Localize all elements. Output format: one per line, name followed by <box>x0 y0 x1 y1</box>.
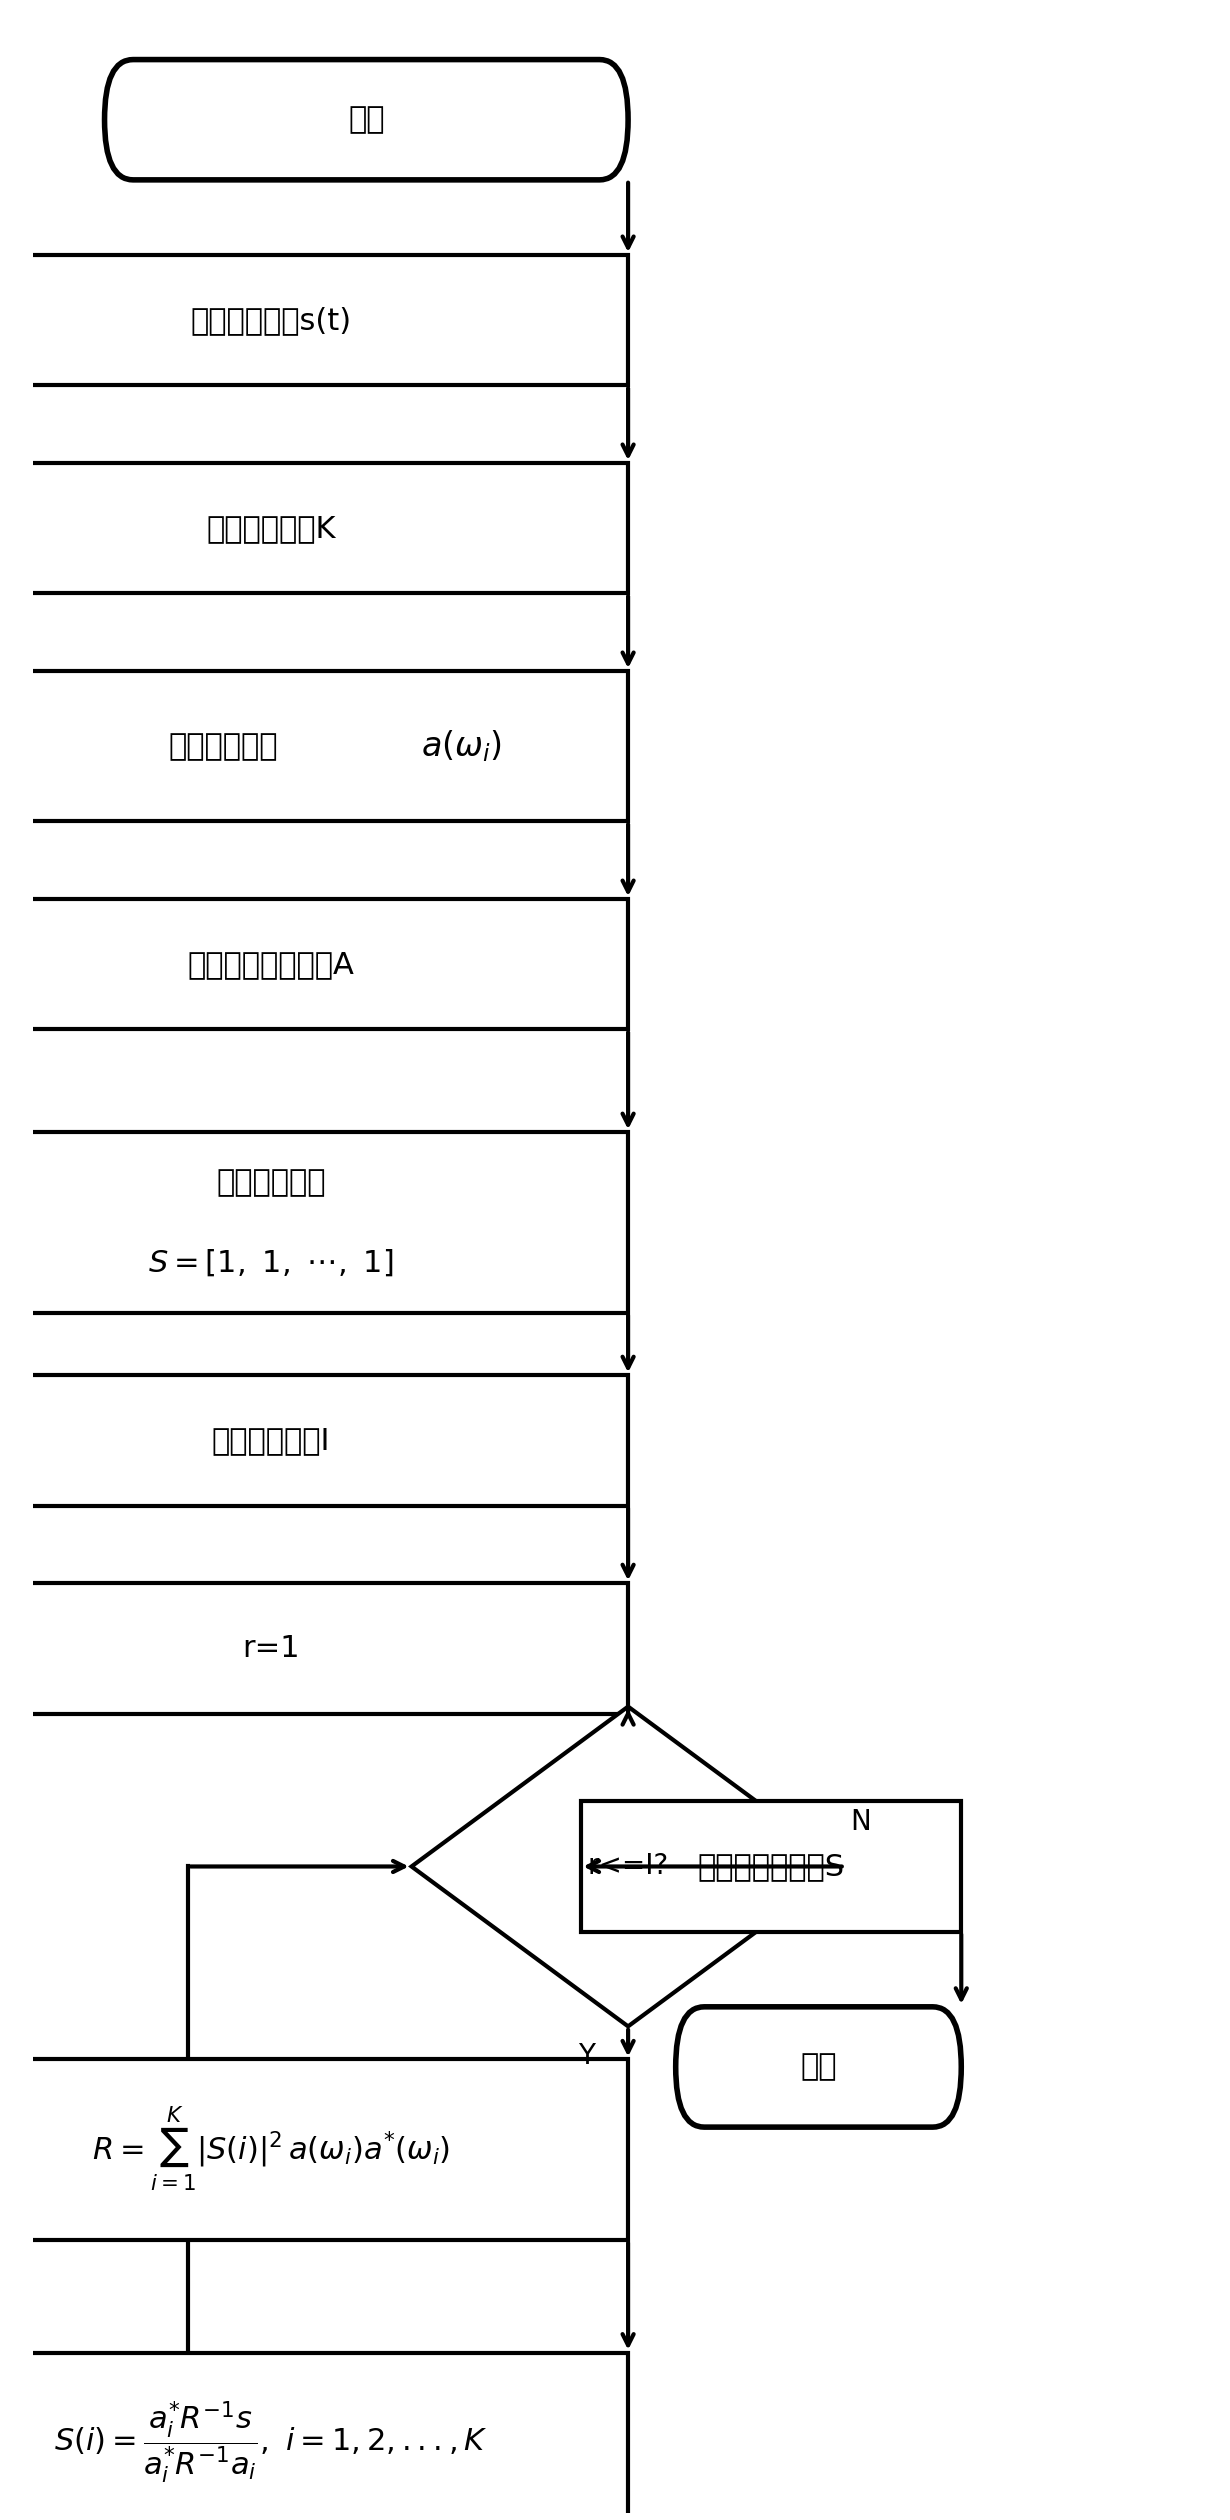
Bar <box>0 900 629 1031</box>
Text: $S(i)=\dfrac{a_i^{*}R^{-1}s}{a_i^{*}R^{-1}a_i},\ i=1,2,...,K$: $S(i)=\dfrac{a_i^{*}R^{-1}s}{a_i^{*}R^{-… <box>54 2399 488 2487</box>
Bar <box>581 1802 962 1933</box>
Text: r<=I?: r<=I? <box>588 1852 669 1880</box>
Text: 输入时域信号s(t): 输入时域信号s(t) <box>191 305 352 335</box>
Bar <box>0 1131 629 1313</box>
Text: N: N <box>850 1809 871 1837</box>
Text: r=1: r=1 <box>242 1633 300 1663</box>
FancyBboxPatch shape <box>675 2006 962 2127</box>
FancyBboxPatch shape <box>105 60 629 179</box>
Bar <box>0 2354 629 2520</box>
Bar <box>0 1583 629 1714</box>
Text: $S=[1,\ 1,\ \cdots,\ 1]$: $S=[1,\ 1,\ \cdots,\ 1]$ <box>149 1247 394 1278</box>
Text: 确定频谱点数K: 确定频谱点数K <box>207 514 336 542</box>
Bar <box>0 2059 629 2240</box>
Text: $a(\omega_i)$: $a(\omega_i)$ <box>421 728 502 764</box>
Text: Y: Y <box>578 2041 595 2069</box>
Text: 构成导向矢量矩阵A: 构成导向矢量矩阵A <box>188 950 354 978</box>
Bar <box>0 1376 629 1504</box>
Text: 输出谱估计结果S: 输出谱估计结果S <box>697 1852 845 1880</box>
Text: 开始: 开始 <box>348 106 385 134</box>
Bar <box>0 255 629 386</box>
Polygon shape <box>412 1706 845 2026</box>
Text: $R=\sum_{i=1}^{K}|S(i)|^{2}\,a(\omega_i)a^{*}(\omega_i)$: $R=\sum_{i=1}^{K}|S(i)|^{2}\,a(\omega_i)… <box>92 2104 450 2195</box>
Text: 确定迭代次数I: 确定迭代次数I <box>212 1426 331 1454</box>
Bar <box>0 670 629 822</box>
Text: 计算导向矢量: 计算导向矢量 <box>169 731 278 761</box>
Bar <box>0 464 629 592</box>
Text: 结束: 结束 <box>801 2051 836 2082</box>
Text: 初始化谱向量: 初始化谱向量 <box>216 1167 326 1197</box>
